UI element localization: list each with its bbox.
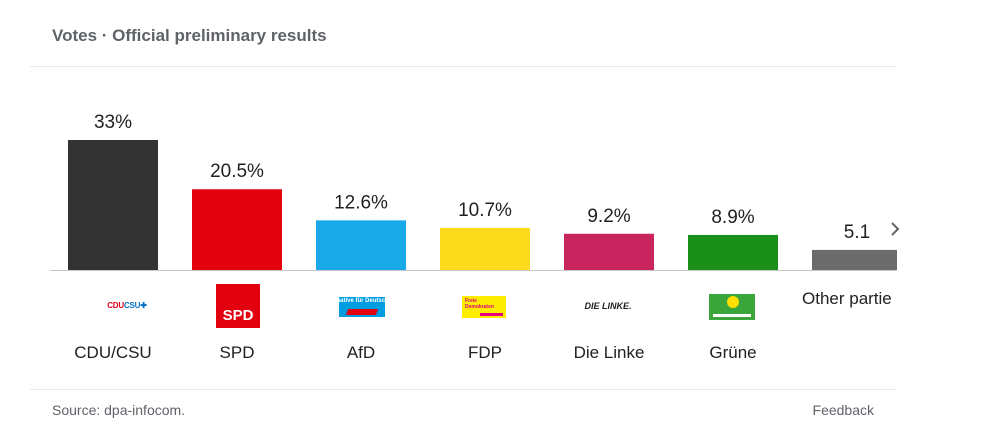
bar-spd bbox=[192, 189, 282, 270]
category-label-cdu-csu: CDU/CSU bbox=[74, 343, 151, 362]
bar-fdp bbox=[440, 227, 530, 270]
value-label-cdu-csu: 33% bbox=[94, 112, 132, 133]
value-label-gr-ne: 8.9% bbox=[711, 207, 754, 228]
category-label-gr-ne: Grüne bbox=[709, 343, 756, 362]
bar-gr-ne bbox=[688, 234, 778, 270]
fdp-logo: Freie Demokraten bbox=[461, 295, 507, 319]
category-label-afd: AfD bbox=[347, 343, 375, 362]
cdu-csu-logo: CDUCSU✚ bbox=[107, 300, 147, 310]
scroll-next-button[interactable] bbox=[880, 214, 910, 244]
bottom-divider bbox=[30, 389, 897, 390]
value-label-spd: 20.5% bbox=[210, 161, 264, 182]
spd-logo: SPD bbox=[215, 283, 261, 329]
category-label-other-parties: Other partie bbox=[802, 289, 892, 308]
afd-logo: Alternative für Deutschland bbox=[338, 296, 386, 318]
category-label-die-linke: Die Linke bbox=[574, 343, 645, 362]
source-text: Source: dpa-infocom. bbox=[52, 402, 186, 418]
top-divider bbox=[30, 66, 897, 67]
bar-afd bbox=[316, 220, 406, 270]
results-card: Votes · Official preliminary results CDU… bbox=[30, 0, 897, 445]
feedback-link[interactable]: Feedback bbox=[812, 402, 874, 418]
bar-cdu-csu bbox=[68, 140, 158, 270]
chevron-right-icon bbox=[891, 222, 900, 236]
category-label-spd: SPD bbox=[220, 343, 255, 362]
die-linke-logo: DIE LINKE. bbox=[584, 301, 632, 311]
card-title: Votes · Official preliminary results bbox=[52, 26, 327, 45]
bar-die-linke bbox=[564, 233, 654, 270]
category-label-fdp: FDP bbox=[468, 343, 502, 362]
value-label-die-linke: 9.2% bbox=[587, 206, 630, 227]
value-label-fdp: 10.7% bbox=[458, 200, 512, 221]
value-label-other-parties: 5.1 bbox=[844, 222, 870, 243]
vote-share-chart: 33% CDU/CSU 20.5% SPD 12.6% AfD 10.7% FDP 9.2% Di… bbox=[50, 112, 897, 362]
gruene-logo bbox=[708, 293, 756, 321]
value-label-afd: 12.6% bbox=[334, 192, 388, 213]
bar-other-parties bbox=[812, 249, 897, 270]
